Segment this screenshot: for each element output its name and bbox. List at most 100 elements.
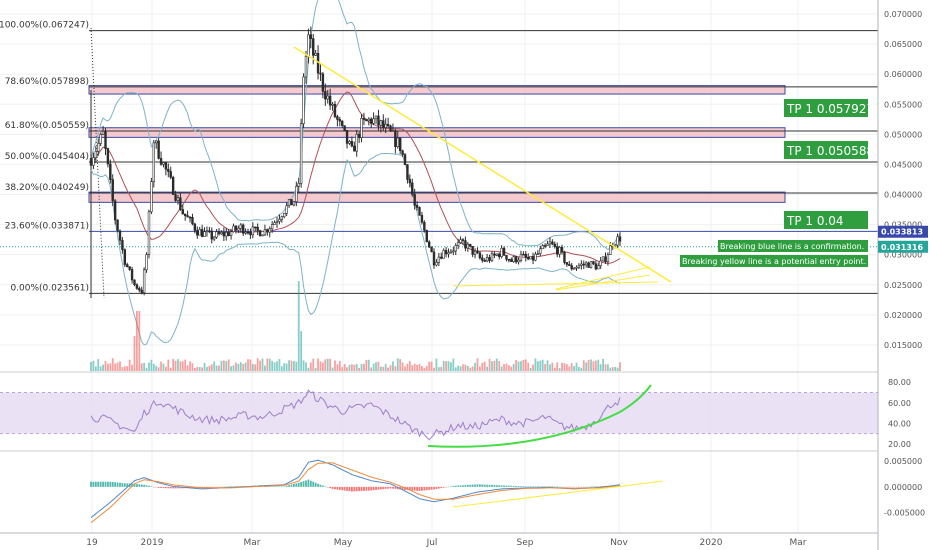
candle-body bbox=[92, 157, 95, 166]
volume-bar bbox=[343, 363, 346, 371]
volume-bar bbox=[193, 367, 196, 371]
macd-histogram-bar bbox=[314, 482, 317, 487]
candle-body bbox=[495, 253, 499, 256]
volume-bar bbox=[614, 367, 617, 371]
macd-histogram-bar bbox=[290, 484, 293, 487]
volume-bar bbox=[561, 362, 563, 371]
volume-bar bbox=[300, 331, 303, 371]
candle-body bbox=[309, 34, 313, 39]
volume-bar bbox=[177, 359, 179, 371]
candle-body bbox=[522, 253, 525, 256]
macd-histogram-bar bbox=[326, 486, 329, 488]
macd-histogram-bar bbox=[450, 486, 452, 487]
candle-body bbox=[456, 242, 460, 246]
volume-bar bbox=[346, 367, 348, 371]
macd-histogram-bar bbox=[266, 486, 269, 487]
volume-bar bbox=[466, 365, 469, 371]
macd-histogram-bar bbox=[227, 486, 230, 487]
macd-histogram-bar bbox=[462, 485, 464, 487]
macd-histogram-bar bbox=[169, 486, 172, 489]
macd-histogram-bar bbox=[331, 486, 334, 489]
volume-bar bbox=[353, 364, 356, 371]
rsi-pane[interactable]: 80.00 60.00 40.00 20.00 bbox=[0, 378, 911, 449]
volume-bar bbox=[515, 360, 518, 371]
rsi-axis-tick: 40.00 bbox=[888, 419, 911, 428]
time-axis[interactable]: 19 2019 Mar May Jul Sep Nov 2020 Mar bbox=[86, 538, 807, 548]
volume-bar bbox=[387, 367, 390, 371]
candle-body bbox=[601, 256, 605, 262]
macd-histogram-bar bbox=[568, 486, 571, 488]
price-axis[interactable]: 0.070000 0.065000 0.060000 0.055000 0.050000… bbox=[884, 10, 922, 350]
macd-histogram-bar bbox=[536, 486, 539, 487]
volume-bar bbox=[619, 362, 621, 371]
candle-body bbox=[116, 219, 119, 232]
candle-body bbox=[473, 250, 477, 255]
volume-bar bbox=[160, 361, 162, 371]
candle-body bbox=[377, 115, 380, 126]
volume-bar bbox=[459, 366, 462, 371]
candle-body bbox=[500, 247, 503, 257]
volume-bar bbox=[401, 362, 404, 371]
macd-histogram-bar bbox=[145, 485, 148, 487]
macd-pane[interactable]: 0.005000 0.000000 -0.005000 bbox=[90, 457, 925, 524]
macd-histogram-bar bbox=[114, 482, 117, 487]
candle-body bbox=[186, 215, 189, 218]
candlestick-series bbox=[89, 26, 622, 296]
volume-bar bbox=[592, 361, 595, 371]
macd-histogram-bar bbox=[225, 486, 228, 488]
volume-bar bbox=[389, 365, 392, 371]
trend-lines[interactable] bbox=[293, 46, 672, 291]
macd-histogram-bar bbox=[411, 486, 414, 491]
macd-histogram-bar bbox=[507, 485, 510, 487]
macd-histogram-bar bbox=[148, 485, 150, 487]
macd-histogram-bar bbox=[495, 485, 498, 487]
macd-histogram-bar bbox=[97, 481, 100, 487]
candle-body bbox=[263, 229, 267, 236]
candle-body bbox=[384, 123, 387, 128]
candle-body bbox=[560, 247, 564, 253]
candle-body bbox=[452, 250, 455, 253]
volume-bar bbox=[464, 364, 467, 371]
candle-body bbox=[283, 212, 286, 218]
note-text: Breaking blue line is a confirmation. bbox=[720, 242, 864, 251]
candle-body bbox=[401, 150, 404, 155]
macd-histogram-bar bbox=[121, 483, 124, 487]
macd-histogram-bar bbox=[551, 486, 554, 487]
candle-body bbox=[539, 248, 542, 254]
candle-body bbox=[529, 256, 532, 260]
macd-histogram-bar bbox=[140, 484, 143, 487]
macd-histogram-bar bbox=[573, 486, 576, 488]
macd-histogram-bar bbox=[471, 484, 474, 487]
candle-body bbox=[205, 230, 209, 233]
price-pane[interactable]: 100.00%(0.067247) 78.60%(0.057898) 61.80%(… bbox=[0, 0, 878, 371]
volume-bar bbox=[418, 364, 421, 371]
macd-histogram-bar bbox=[222, 486, 225, 488]
macd-histogram-bar bbox=[529, 486, 532, 487]
macd-histogram-bar bbox=[517, 486, 520, 487]
candle-body bbox=[121, 240, 124, 250]
volume-bar bbox=[293, 361, 295, 371]
volume-bar bbox=[155, 365, 158, 371]
volume-bar bbox=[411, 365, 414, 371]
macd-histogram-bar bbox=[319, 484, 322, 487]
volume-bar bbox=[140, 363, 143, 371]
macd-histogram-bar bbox=[215, 486, 218, 488]
candle-body bbox=[101, 130, 105, 135]
candle-body bbox=[372, 118, 375, 124]
candle-body bbox=[113, 200, 117, 221]
macd-histogram-bar bbox=[334, 486, 336, 490]
volume-bar bbox=[505, 363, 508, 371]
macd-histogram-bar bbox=[396, 486, 399, 490]
volume-bar bbox=[408, 360, 411, 371]
candle-body bbox=[565, 262, 569, 265]
candle-body bbox=[215, 231, 218, 238]
candle-body bbox=[367, 118, 370, 122]
volume-bar bbox=[261, 358, 264, 371]
volume-bar bbox=[317, 358, 319, 371]
candle-body bbox=[435, 262, 438, 266]
price-axis-tick: 0.035000 bbox=[884, 221, 922, 230]
take-profit-labels: TP 1 0.057927 TP 1 0.050588 TP 1 0.04 bbox=[784, 99, 874, 229]
macd-histogram-bar bbox=[575, 486, 578, 488]
macd-histogram-bar bbox=[394, 486, 397, 489]
